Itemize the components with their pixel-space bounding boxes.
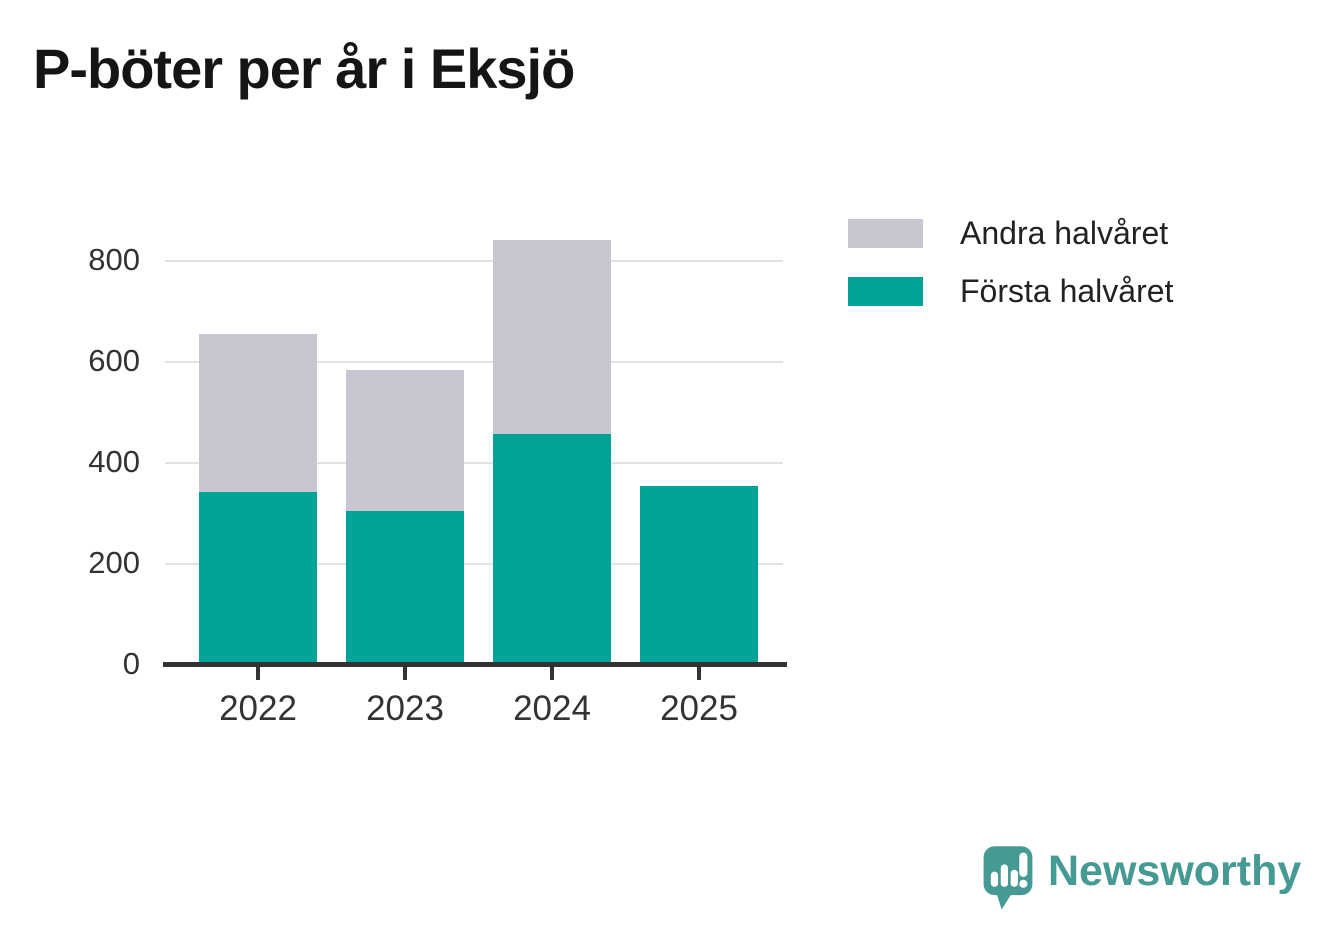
gridline-200 — [165, 563, 783, 565]
legend-swatch-forsta-halvaret — [848, 276, 923, 306]
y-axis-tick-400: 400 — [88, 444, 140, 479]
bar-2024-första-halvåret — [493, 434, 611, 665]
legend-item-forsta-halvaret: Första halvåret — [848, 273, 1173, 309]
x-axis-tick-2024: 2024 — [513, 689, 591, 728]
y-axis-tick-600: 600 — [88, 343, 140, 378]
x-axis-tickmark-2022 — [256, 667, 260, 680]
x-axis-line — [163, 662, 787, 667]
bar-2023-första-halvåret — [346, 510, 464, 665]
gridline-800 — [165, 260, 783, 262]
legend-label-andra-halvaret: Andra halvåret — [960, 214, 1169, 251]
bar-2022-andra-halvåret — [199, 334, 317, 492]
x-axis-tick-2023: 2023 — [366, 689, 444, 728]
x-axis-tickmark-2024 — [550, 667, 554, 680]
bar-2023-andra-halvåret — [346, 369, 464, 511]
bar-2024-andra-halvåret — [493, 239, 611, 435]
x-axis-tickmark-2023 — [403, 667, 407, 680]
y-axis-tick-200: 200 — [88, 545, 140, 580]
y-axis-tick-0: 0 — [122, 646, 140, 681]
gridline-600 — [165, 361, 783, 363]
newsworthy-wordmark: Newsworthy — [1048, 846, 1302, 895]
x-axis-tickmark-2025 — [697, 667, 701, 680]
chart-title: P-böter per år i Eksjö — [33, 37, 575, 100]
legend-swatch-andra-halvaret — [848, 218, 923, 248]
x-axis-tick-2025: 2025 — [660, 689, 738, 728]
gridline-400 — [165, 462, 783, 464]
bar-2022-första-halvåret — [199, 491, 317, 665]
newsworthy-logo: Newsworthy — [980, 843, 1301, 911]
legend-label-forsta-halvaret: Första halvåret — [960, 272, 1174, 309]
bar-2025-första-halvåret — [640, 486, 758, 665]
x-axis-tick-2022: 2022 — [219, 689, 297, 728]
bar-chart-speech-bubble-icon — [983, 846, 1033, 910]
legend-item-andra-halvaret: Andra halvåret — [848, 215, 1173, 251]
legend: Andra halvåret Första halvåret — [848, 215, 1173, 334]
y-axis-tick-800: 800 — [88, 242, 140, 277]
